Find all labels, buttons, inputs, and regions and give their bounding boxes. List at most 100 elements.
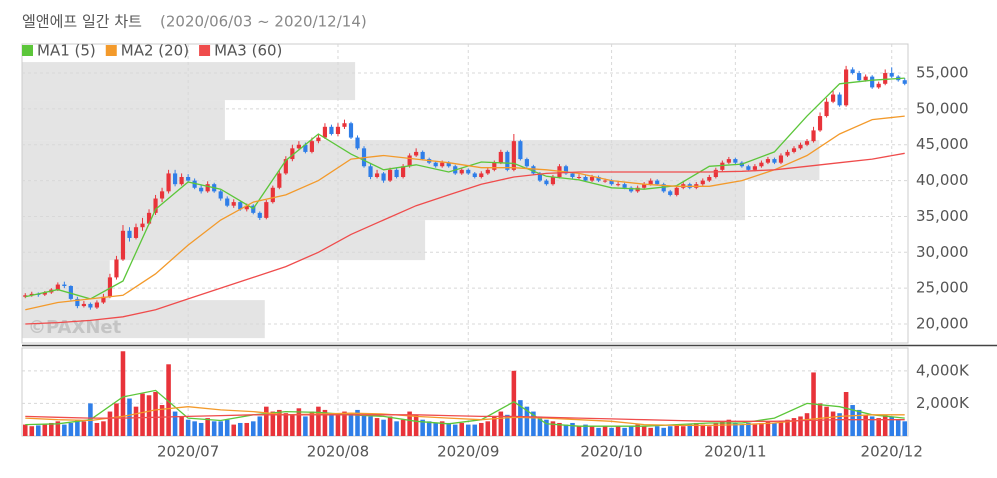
volume-bar — [667, 426, 673, 436]
volume-bar — [537, 416, 543, 436]
volume-bar — [394, 421, 399, 436]
volume-bar — [127, 398, 132, 436]
volume-bar — [648, 427, 653, 436]
volume-bar — [166, 364, 171, 436]
candle-body — [772, 159, 777, 163]
ma-line — [25, 152, 905, 325]
volume-bar — [250, 421, 256, 436]
candle-body — [387, 169, 393, 181]
legend-swatch — [199, 45, 211, 56]
candle-body — [120, 230, 126, 260]
volume-bar — [759, 422, 764, 436]
candle-body — [811, 130, 816, 142]
candle-body — [765, 159, 771, 163]
volume-bar — [843, 392, 849, 436]
candle-body — [700, 180, 705, 185]
volume-bar — [244, 422, 250, 436]
volume-bar — [459, 422, 465, 436]
volume-bar — [863, 414, 868, 436]
candle-body — [589, 177, 595, 181]
candle-body — [290, 148, 295, 160]
candle-body — [550, 177, 556, 185]
volume-bar — [374, 418, 380, 436]
volume-bar — [335, 414, 341, 436]
volume-bar — [804, 413, 810, 436]
volume-bar — [824, 406, 829, 436]
volume-bar — [550, 421, 556, 436]
candle-body — [433, 162, 438, 167]
candle-body — [88, 303, 93, 308]
candle-body — [420, 151, 425, 160]
volume-bar — [720, 421, 725, 436]
candle-body — [146, 212, 152, 224]
candle-body — [192, 180, 197, 188]
volume-bar — [479, 422, 484, 436]
candle-body — [563, 166, 569, 174]
volume-bar — [446, 422, 451, 436]
candle-body — [244, 205, 249, 210]
volume-bar — [889, 416, 894, 436]
candle-body — [720, 162, 725, 170]
volume-bar — [869, 416, 875, 436]
candle-body — [296, 144, 301, 149]
candle-body — [238, 202, 243, 210]
volume-bar — [355, 409, 360, 436]
volume-bar — [511, 370, 517, 436]
candle-body — [107, 277, 113, 297]
volume-bar — [596, 427, 601, 436]
volume-bar — [589, 426, 595, 436]
volume-bar — [400, 419, 406, 436]
candle-body — [524, 159, 529, 167]
volume-bar — [81, 421, 87, 436]
candle-body — [642, 184, 647, 188]
volume-bar — [902, 421, 908, 436]
candle-body — [596, 177, 601, 181]
candle-body — [446, 162, 451, 167]
price-volume-band — [22, 100, 225, 141]
chart-title: 엘앤에프 일간 차트 — [22, 13, 142, 31]
volume-bar — [557, 422, 562, 436]
volume-bar — [133, 406, 139, 436]
candle-body — [355, 137, 360, 149]
candle-body — [498, 151, 503, 163]
volume-bar — [68, 422, 74, 436]
volume-bar — [485, 421, 491, 436]
volume-bar — [687, 424, 693, 436]
volume-panel — [21, 347, 909, 437]
volume-bar — [420, 419, 425, 436]
candle-body — [648, 180, 653, 185]
volume-bar — [765, 421, 771, 436]
candle-body — [133, 227, 139, 238]
x-tick-label: 2020/09 — [437, 443, 499, 461]
candle-body — [101, 296, 106, 303]
volume-ma-line — [25, 406, 905, 427]
x-tick-label: 2020/12 — [861, 443, 923, 461]
y-tick-label: 35,000 — [916, 207, 969, 225]
legend-swatch — [105, 45, 117, 56]
volume-bar — [498, 411, 504, 436]
x-tick-label: 2020/08 — [307, 443, 369, 461]
candle-body — [348, 123, 354, 138]
candle-body — [342, 123, 347, 127]
volume-bar — [798, 416, 803, 436]
x-tick-label: 2020/11 — [704, 443, 766, 461]
candle-body — [752, 166, 757, 170]
candle-body — [199, 187, 204, 192]
legend-label: MA1 (5) — [37, 42, 96, 60]
volume-bar — [309, 411, 315, 436]
candle-body — [570, 173, 575, 178]
price-volume-band — [22, 300, 265, 339]
volume-bar — [49, 422, 54, 436]
candle-body — [537, 173, 543, 181]
candle-body — [707, 177, 712, 181]
candle-body — [583, 177, 588, 181]
volume-bar — [185, 419, 191, 436]
volume-bar — [159, 405, 165, 436]
candle-body — [179, 177, 184, 185]
candle-body — [876, 83, 881, 88]
y-tick-label: 50,000 — [916, 99, 969, 117]
y-tick-label: 2,000K — [916, 394, 970, 412]
candle-body — [466, 169, 471, 174]
volume-bar — [42, 424, 48, 436]
